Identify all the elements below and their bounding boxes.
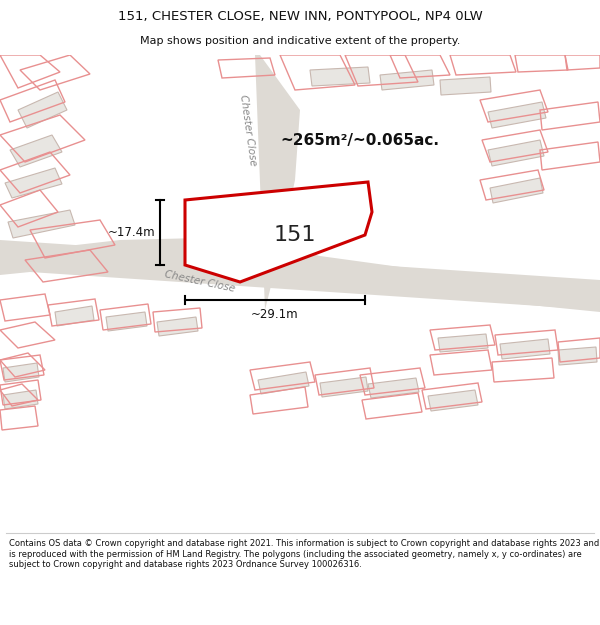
Polygon shape	[558, 347, 597, 365]
Text: 151, CHESTER CLOSE, NEW INN, PONTYPOOL, NP4 0LW: 151, CHESTER CLOSE, NEW INN, PONTYPOOL, …	[118, 10, 482, 23]
Polygon shape	[368, 378, 419, 398]
Polygon shape	[428, 390, 478, 411]
Polygon shape	[488, 102, 546, 128]
Polygon shape	[0, 240, 600, 310]
Polygon shape	[488, 140, 544, 166]
Polygon shape	[185, 182, 372, 282]
Text: 151: 151	[274, 225, 316, 245]
Text: Contains OS data © Crown copyright and database right 2021. This information is : Contains OS data © Crown copyright and d…	[9, 539, 599, 569]
Polygon shape	[0, 238, 600, 312]
Text: Chester Close: Chester Close	[238, 94, 258, 166]
Text: Chester Close: Chester Close	[164, 269, 236, 294]
Polygon shape	[440, 77, 491, 95]
Text: ~265m²/~0.065ac.: ~265m²/~0.065ac.	[281, 132, 439, 148]
Polygon shape	[320, 377, 368, 397]
Polygon shape	[18, 92, 67, 128]
Polygon shape	[310, 67, 370, 86]
Polygon shape	[215, 55, 300, 310]
Polygon shape	[10, 135, 62, 167]
Polygon shape	[3, 363, 39, 382]
Polygon shape	[106, 312, 147, 331]
Polygon shape	[3, 390, 38, 409]
Text: ~17.4m: ~17.4m	[107, 226, 155, 239]
Polygon shape	[380, 70, 434, 90]
Polygon shape	[258, 372, 309, 394]
Text: ~29.1m: ~29.1m	[251, 308, 299, 321]
Polygon shape	[490, 178, 543, 203]
Polygon shape	[55, 306, 94, 326]
Polygon shape	[438, 334, 488, 352]
Text: Map shows position and indicative extent of the property.: Map shows position and indicative extent…	[140, 36, 460, 46]
Polygon shape	[157, 317, 198, 336]
Polygon shape	[500, 339, 550, 359]
Polygon shape	[5, 168, 62, 198]
Polygon shape	[8, 210, 75, 238]
